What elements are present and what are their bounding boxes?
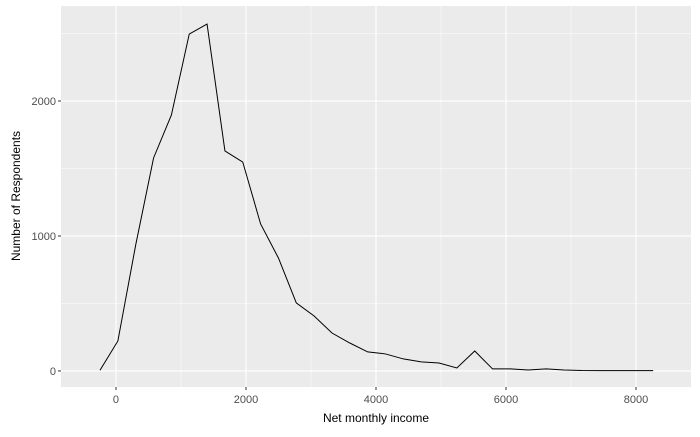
x-tick-label: 6000: [494, 394, 518, 406]
x-tick-label: 2000: [234, 394, 258, 406]
y-tick-label: 1000: [32, 231, 56, 243]
y-axis-title: Number of Respondents: [9, 131, 23, 261]
x-tick-label: 8000: [624, 394, 648, 406]
line: [99, 23, 654, 372]
x-tick-label: 4000: [364, 394, 388, 406]
y-tick-label: 2000: [32, 96, 56, 108]
x-tick-label: 0: [113, 394, 119, 406]
y-tick-label: 0: [50, 366, 56, 378]
x-axis-title: Net monthly income: [323, 411, 429, 425]
